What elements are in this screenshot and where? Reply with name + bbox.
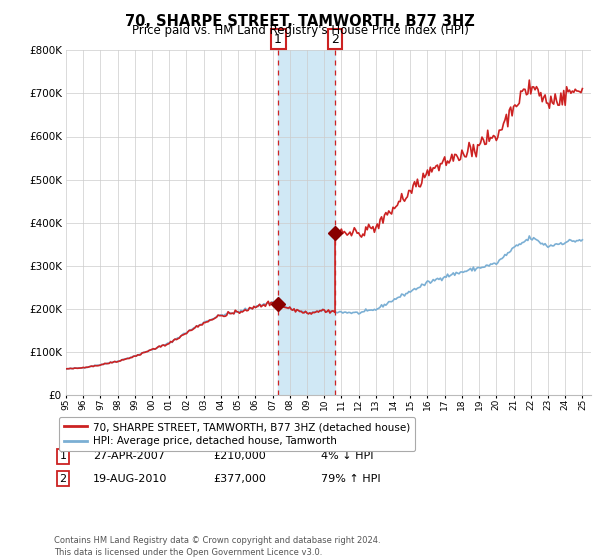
Text: 2: 2 bbox=[331, 32, 339, 46]
Text: 1: 1 bbox=[59, 451, 67, 461]
Text: 2: 2 bbox=[59, 474, 67, 484]
Text: Contains HM Land Registry data © Crown copyright and database right 2024.
This d: Contains HM Land Registry data © Crown c… bbox=[54, 536, 380, 557]
Text: 70, SHARPE STREET, TAMWORTH, B77 3HZ: 70, SHARPE STREET, TAMWORTH, B77 3HZ bbox=[125, 14, 475, 29]
Text: 19-AUG-2010: 19-AUG-2010 bbox=[93, 474, 167, 484]
Text: Price paid vs. HM Land Registry's House Price Index (HPI): Price paid vs. HM Land Registry's House … bbox=[131, 24, 469, 36]
Text: 4% ↓ HPI: 4% ↓ HPI bbox=[321, 451, 373, 461]
Text: 79% ↑ HPI: 79% ↑ HPI bbox=[321, 474, 380, 484]
Text: 1: 1 bbox=[274, 32, 282, 46]
Text: £377,000: £377,000 bbox=[213, 474, 266, 484]
Text: £210,000: £210,000 bbox=[213, 451, 266, 461]
Bar bbox=[278, 50, 335, 395]
Legend: 70, SHARPE STREET, TAMWORTH, B77 3HZ (detached house), HPI: Average price, detac: 70, SHARPE STREET, TAMWORTH, B77 3HZ (de… bbox=[59, 417, 415, 451]
Text: 27-APR-2007: 27-APR-2007 bbox=[93, 451, 165, 461]
